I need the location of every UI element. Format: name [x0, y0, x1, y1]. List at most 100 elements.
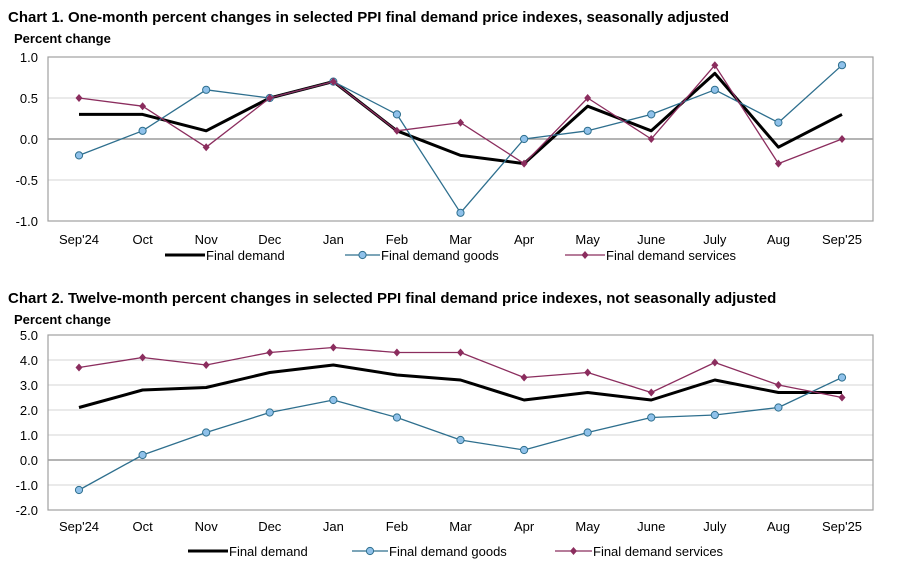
data-point [74, 485, 84, 495]
data-point [584, 368, 592, 377]
data-point [520, 159, 528, 168]
x-tick-label: June [637, 519, 665, 534]
x-tick-label: Mar [449, 232, 472, 247]
series-line [78, 376, 843, 491]
x-tick-label: Sep'25 [822, 519, 862, 534]
y-tick-label: -1.0 [16, 478, 38, 493]
chart-title: Chart 1. One-month percent changes in se… [8, 9, 729, 26]
x-tick-label: Jan [323, 232, 344, 247]
x-tick-label: Apr [514, 232, 535, 247]
x-tick-label: June [637, 232, 665, 247]
data-point [329, 343, 337, 352]
legend-label: Final demand services [606, 248, 737, 263]
x-tick-label: Jan [323, 519, 344, 534]
legend-item: Final demand [165, 248, 285, 263]
y-tick-label: 0.0 [20, 132, 38, 147]
data-point [266, 348, 274, 357]
y-tick-label: 3.0 [20, 378, 38, 393]
y-tick-label: -0.5 [16, 173, 38, 188]
chart-1: Chart 1. One-month percent changes in se… [8, 9, 874, 263]
y-tick-label: 0.5 [20, 91, 38, 106]
legend-label: Final demand [229, 544, 308, 559]
data-point [583, 428, 592, 437]
data-point [266, 94, 274, 102]
data-point [392, 110, 402, 119]
y-axis-label: Percent change [14, 312, 111, 327]
x-tick-label: July [703, 232, 727, 247]
data-point [710, 85, 719, 94]
x-tick-label: Mar [449, 519, 472, 534]
data-point [837, 373, 847, 382]
x-tick-label: Feb [386, 519, 408, 534]
y-axis-label: Percent change [14, 31, 111, 46]
data-point [584, 94, 592, 102]
data-point [647, 135, 655, 143]
data-point [75, 94, 83, 102]
data-point [392, 413, 402, 422]
data-point [774, 118, 783, 127]
data-point [265, 408, 274, 417]
x-tick-label: July [703, 519, 727, 534]
data-point [329, 395, 338, 405]
data-point [710, 410, 719, 420]
legend-marker [570, 547, 577, 555]
x-tick-label: Sep'25 [822, 232, 862, 247]
legend-item: Final demand goods [352, 544, 507, 559]
data-point [520, 373, 528, 382]
x-tick-label: Apr [514, 519, 535, 534]
data-point [456, 435, 465, 445]
x-tick-label: Feb [386, 232, 408, 247]
plot-area [47, 334, 874, 511]
data-point [519, 445, 529, 455]
data-point [647, 110, 656, 119]
x-tick-label: Dec [258, 519, 282, 534]
data-point [774, 403, 783, 412]
legend-item: Final demand services [565, 248, 737, 263]
chart-title: Chart 2. Twelve-month percent changes in… [8, 290, 776, 307]
x-tick-label: Dec [258, 232, 282, 247]
legend-marker [365, 546, 375, 556]
data-point [774, 381, 782, 389]
legend-label: Final demand [206, 248, 285, 263]
data-point [774, 159, 782, 168]
data-point [711, 358, 719, 367]
data-point [202, 143, 210, 152]
y-tick-label: -2.0 [16, 503, 38, 518]
y-tick-label: 5.0 [20, 328, 38, 343]
data-point [202, 361, 210, 369]
chart-2: Chart 2. Twelve-month percent changes in… [8, 290, 874, 559]
x-tick-label: May [575, 519, 600, 534]
data-point [138, 126, 147, 135]
data-point [457, 118, 464, 127]
series-final-demand-services [75, 343, 846, 402]
x-tick-label: Oct [132, 232, 153, 247]
data-point [139, 353, 147, 362]
data-point [138, 450, 147, 460]
data-point [519, 134, 529, 144]
series-final-demand-goods [74, 61, 847, 217]
data-point [393, 348, 401, 357]
legend-marker [581, 251, 589, 259]
data-point [647, 413, 656, 422]
y-tick-label: 1.0 [20, 428, 38, 443]
series-line [79, 71, 843, 166]
legend-marker [358, 250, 367, 260]
data-point [647, 388, 655, 397]
x-tick-label: Sep'24 [59, 519, 99, 534]
y-tick-label: 2.0 [20, 403, 38, 418]
series-line [78, 363, 842, 409]
data-point [139, 102, 147, 111]
data-point [837, 61, 847, 70]
data-point [202, 85, 211, 94]
data-point [202, 428, 211, 437]
legend-label: Final demand goods [389, 544, 507, 559]
x-tick-label: Nov [195, 519, 219, 534]
x-tick-label: Sep'24 [59, 232, 99, 247]
series-line [78, 64, 843, 165]
x-tick-label: May [575, 232, 600, 247]
series-final-demand [79, 71, 843, 166]
data-point [838, 135, 846, 143]
legend-item: Final demand goods [345, 248, 499, 263]
data-point [456, 208, 465, 217]
